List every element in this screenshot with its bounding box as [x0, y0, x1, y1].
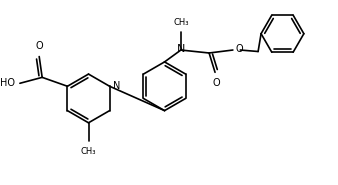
Text: O: O: [213, 78, 220, 88]
Text: HO: HO: [0, 78, 16, 88]
Text: CH₃: CH₃: [81, 147, 96, 156]
Text: O: O: [35, 41, 43, 51]
Text: CH₃: CH₃: [173, 18, 189, 27]
Text: N: N: [177, 43, 185, 53]
Text: O: O: [235, 43, 243, 53]
Text: N: N: [113, 81, 120, 91]
